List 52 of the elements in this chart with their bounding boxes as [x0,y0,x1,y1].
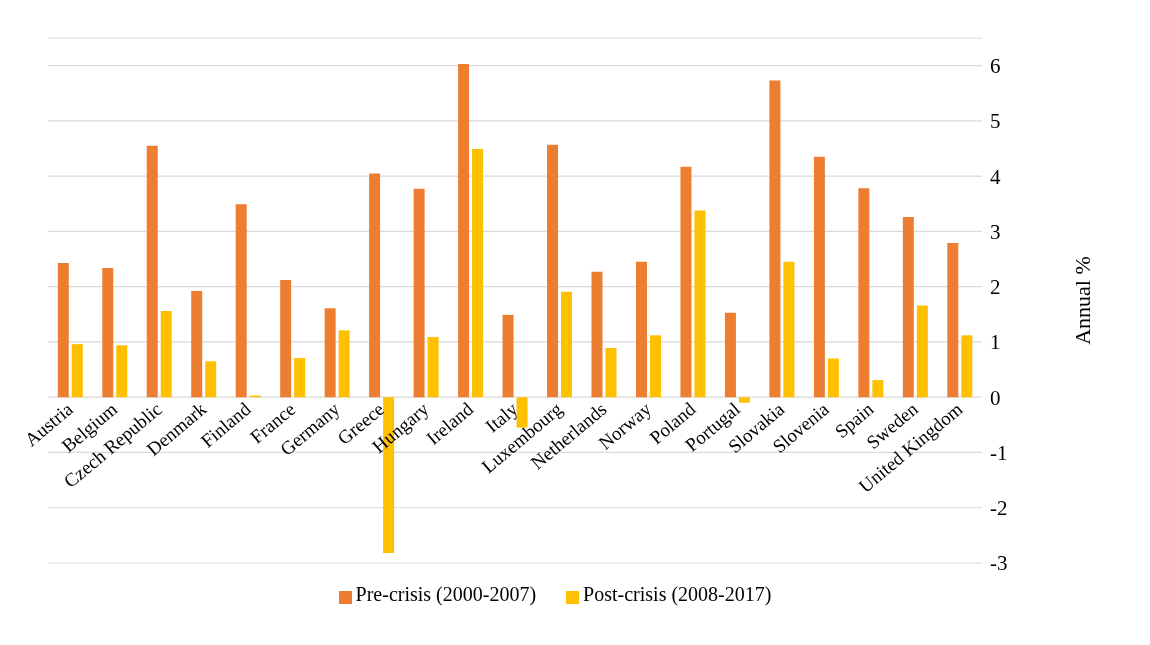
bar [235,204,247,398]
bar [813,156,825,398]
y-tick-label: -2 [990,496,1008,521]
bar [369,173,381,398]
bar [591,271,603,398]
y-tick-label: 1 [990,330,1001,355]
bar [858,188,870,398]
legend-label: Post-crisis (2008-2017) [583,583,772,605]
bar [458,63,470,398]
bar [916,305,928,398]
bar [502,314,514,398]
y-tick-label: -3 [990,551,1008,576]
bar [872,380,884,398]
bar [605,348,617,398]
y-tick-label: 5 [990,109,1001,134]
y-tick-label: 2 [990,275,1001,300]
bar [547,144,559,398]
y-tick-label: 6 [990,54,1001,79]
bar [280,280,292,398]
bar [961,335,973,398]
bar [635,261,647,398]
bar [783,261,795,398]
y-tick-label: 4 [990,164,1001,189]
bar [71,344,83,398]
bar [827,358,839,398]
bar [205,361,217,398]
bar [694,210,706,398]
y-tick-label: 3 [990,219,1001,244]
bar [724,312,736,398]
y-axis-title: Annual % [1069,256,1095,345]
bar [649,335,661,398]
bar [146,145,158,398]
bar [116,345,128,398]
y-tick-label: 0 [990,385,1001,410]
y-tick-label: -1 [990,440,1008,465]
bar [427,336,439,398]
bar [57,262,69,398]
legend-label: Pre-crisis (2000-2007) [355,583,537,605]
bar [769,80,781,398]
bar [191,291,203,398]
bar [413,188,425,398]
bar [294,357,306,398]
bar [160,311,172,398]
bar [102,267,114,398]
bar [338,330,350,398]
bar [324,308,336,398]
bar [680,166,692,398]
bar [738,397,750,403]
bar [561,291,573,398]
bar [472,149,484,398]
bar [947,243,959,398]
bar [902,217,914,398]
